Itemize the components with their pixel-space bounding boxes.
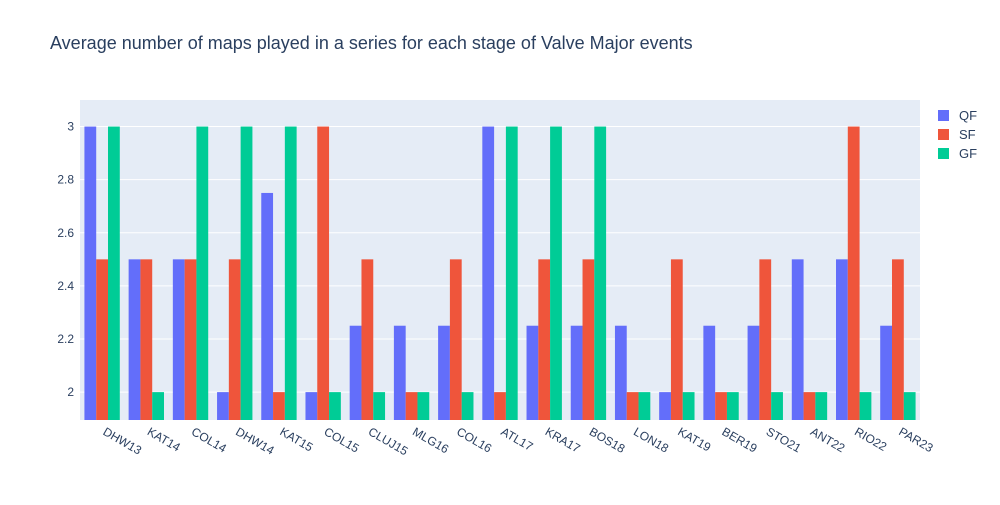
legend-swatch — [938, 148, 949, 159]
bar-qf — [305, 392, 318, 420]
bar-qf — [747, 325, 760, 420]
bar-qf — [172, 259, 185, 420]
bar-gf — [859, 392, 872, 420]
bar-sf — [317, 126, 330, 420]
bar-qf — [84, 126, 97, 420]
legend-item-qf[interactable]: QF — [938, 106, 977, 125]
bar-qf — [261, 192, 274, 420]
bar-sf — [715, 392, 727, 420]
x-tick-label: BER19 — [720, 424, 760, 455]
x-tick-label: COL15 — [322, 424, 362, 455]
bar-sf — [449, 259, 462, 420]
y-tick-label: 2 — [67, 385, 74, 399]
legend-label: GF — [959, 146, 978, 161]
bar-gf — [417, 392, 430, 420]
bar-qf — [880, 325, 892, 420]
bar-sf — [140, 259, 153, 420]
plot-background — [80, 100, 920, 420]
bar-sf — [538, 259, 551, 420]
y-tick-label: 2.6 — [57, 226, 74, 240]
bar-gf — [638, 392, 651, 420]
bar-sf — [892, 259, 904, 420]
x-tick-label: KRA17 — [543, 424, 583, 455]
y-tick-label: 3 — [67, 120, 74, 134]
bar-qf — [526, 325, 539, 420]
bar-gf — [594, 126, 607, 420]
bar-sf — [759, 259, 772, 420]
bar-gf — [196, 126, 209, 420]
x-tick-label: DHW14 — [233, 424, 277, 457]
bar-qf — [570, 325, 583, 420]
bar-gf — [682, 392, 695, 420]
bar-qf — [659, 392, 671, 420]
bar-sf — [405, 392, 418, 420]
bar-qf — [128, 259, 141, 420]
y-tick-label: 2.4 — [57, 279, 74, 293]
bar-gf — [726, 392, 739, 420]
bar-sf — [184, 259, 197, 420]
bar-sf — [847, 126, 860, 420]
x-tick-label: COL16 — [454, 424, 494, 455]
bar-gf — [329, 392, 341, 420]
y-tick-label: 2.8 — [57, 173, 74, 187]
x-tick-label: MLG16 — [410, 424, 451, 456]
bar-sf — [228, 259, 241, 420]
x-tick-label: PAR23 — [896, 424, 935, 455]
x-tick-label: KAT19 — [675, 424, 713, 454]
bar-qf — [217, 392, 229, 420]
bar-sf — [582, 259, 595, 420]
bar-sf — [803, 392, 816, 420]
bar-sf — [273, 392, 285, 420]
bar-qf — [438, 325, 450, 420]
bar-qf — [349, 325, 362, 420]
bar-gf — [108, 126, 120, 420]
x-tick-label: STO21 — [764, 424, 804, 455]
bar-qf — [791, 259, 804, 420]
x-tick-label: RIO22 — [852, 424, 889, 454]
bar-qf — [703, 325, 716, 420]
bar-sf — [494, 392, 506, 420]
legend-item-sf[interactable]: SF — [938, 125, 977, 144]
legend-swatch — [938, 110, 949, 121]
bar-gf — [284, 126, 297, 420]
x-tick-label: CLUJ15 — [366, 424, 411, 458]
bar-gf — [505, 126, 518, 420]
x-tick-label: DHW13 — [101, 424, 145, 457]
y-tick-label: 2.2 — [57, 332, 74, 346]
legend: QF SF GF — [938, 106, 977, 163]
bar-sf — [361, 259, 374, 420]
bar-qf — [614, 325, 627, 420]
x-tick-label: ANT22 — [808, 424, 848, 455]
bar-sf — [626, 392, 639, 420]
bar-sf — [96, 259, 108, 420]
chart-title: Average number of maps played in a serie… — [50, 33, 693, 53]
bar-gf — [771, 392, 783, 420]
x-tick-label: LON18 — [631, 424, 671, 455]
legend-label: QF — [959, 108, 978, 123]
x-tick-label: KAT15 — [277, 424, 315, 454]
legend-label: SF — [959, 127, 976, 142]
bar-qf — [836, 259, 848, 420]
bar-gf — [373, 392, 386, 420]
legend-swatch — [938, 129, 949, 140]
bar-gf — [903, 392, 916, 420]
bar-sf — [670, 259, 683, 420]
bar-gf — [815, 392, 828, 420]
x-tick-label: COL14 — [189, 424, 229, 455]
x-tick-label: BOS18 — [587, 424, 628, 456]
bar-gf — [240, 126, 253, 420]
bar-qf — [482, 126, 495, 420]
bar-qf — [393, 325, 406, 420]
bar-gf — [550, 126, 562, 420]
x-tick-label: KAT14 — [145, 424, 183, 454]
x-tick-label: ATL17 — [499, 424, 536, 454]
legend-item-gf[interactable]: GF — [938, 144, 977, 163]
bar-gf — [461, 392, 474, 420]
bar-gf — [152, 392, 164, 420]
